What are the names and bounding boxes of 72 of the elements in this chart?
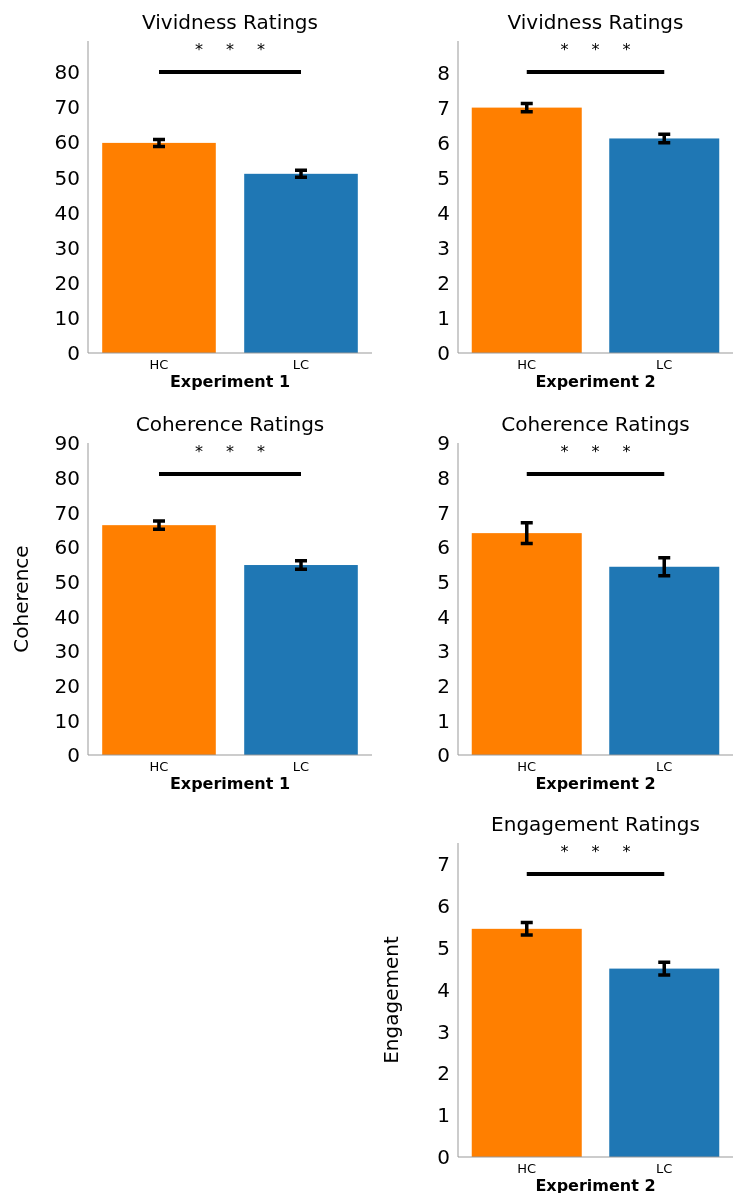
y-tick-label: 3 <box>437 1019 450 1044</box>
y-tick-label: 8 <box>437 465 450 490</box>
y-tick-label: 10 <box>54 306 80 331</box>
y-tick-label: 5 <box>437 935 450 960</box>
y-tick-label: 50 <box>54 569 80 594</box>
x-tick-label: HC <box>517 759 537 774</box>
x-tick-label: HC <box>149 759 169 774</box>
y-tick-label: 30 <box>54 639 80 664</box>
y-tick-label: 7 <box>437 95 450 120</box>
y-tick-label: 80 <box>54 60 80 85</box>
y-tick-label: 6 <box>437 894 450 918</box>
x-tick-label: HC <box>517 357 537 372</box>
annotation: * * * <box>560 442 631 461</box>
y-tick-label: 10 <box>54 708 80 733</box>
y-tick-label: 0 <box>437 341 450 366</box>
annotation: * * * <box>194 442 266 461</box>
y-tick-label: 2 <box>437 673 450 698</box>
x-axis-title: Experiment 1 <box>169 372 291 391</box>
y-tick-label: 1 <box>437 1103 450 1128</box>
x-axis-title: Experiment 1 <box>169 774 291 793</box>
x-tick-label: LC <box>656 1161 673 1176</box>
y-tick-label: 50 <box>54 165 80 190</box>
x-tick-label: HC <box>149 357 169 372</box>
y-axis-title: Engagement <box>379 936 403 1064</box>
y-tick-label: 70 <box>54 95 80 120</box>
x-tick-label: LC <box>656 759 673 774</box>
y-tick-label: 0 <box>437 1145 450 1170</box>
y-tick-label: 2 <box>437 271 450 296</box>
y-tick-label: 7 <box>437 852 450 877</box>
y-tick-label: 30 <box>54 235 80 260</box>
y-tick-label: 20 <box>54 673 80 698</box>
y-tick-label: 0 <box>437 743 450 768</box>
y-tick-label: 4 <box>437 200 450 225</box>
y-tick-label: 7 <box>437 500 450 525</box>
y-tick-label: 3 <box>437 236 450 261</box>
y-tick-label: 90 <box>54 431 80 456</box>
y-tick-label: 6 <box>437 130 450 155</box>
y-tick-label: 3 <box>437 639 450 664</box>
y-tick-label: 40 <box>54 200 80 225</box>
y-tick-label: 80 <box>54 465 80 490</box>
chart-title: Vividness Ratings <box>142 10 318 34</box>
x-axis-title: Experiment 2 <box>535 372 656 391</box>
annotation: * * * <box>560 40 631 59</box>
x-tick-label: LC <box>292 357 310 372</box>
y-tick-label: 5 <box>437 165 450 190</box>
y-tick-label: 5 <box>437 569 450 594</box>
y-tick-label: 1 <box>437 306 450 331</box>
y-tick-label: 60 <box>54 130 80 155</box>
annotation: * * * <box>194 40 266 59</box>
y-tick-label: 0 <box>67 743 80 768</box>
y-tick-label: 40 <box>54 604 80 629</box>
y-tick-label: 6 <box>437 535 450 560</box>
y-tick-label: 60 <box>54 535 80 560</box>
chart-title: Coherence Ratings <box>135 412 325 436</box>
annotation: * * * <box>560 842 631 861</box>
y-tick-label: 9 <box>437 431 450 456</box>
x-tick-label: HC <box>517 1161 537 1176</box>
x-axis-title: Experiment 2 <box>535 774 656 793</box>
y-tick-label: 0 <box>67 341 80 366</box>
y-tick-label: 4 <box>437 977 450 1002</box>
y-axis-title: Coherence <box>9 545 33 653</box>
y-tick-label: 70 <box>54 500 80 525</box>
chart-title: Coherence Ratings <box>501 412 690 436</box>
y-tick-label: 8 <box>437 60 450 85</box>
x-tick-label: LC <box>292 759 310 774</box>
y-tick-label: 1 <box>437 708 450 733</box>
y-tick-label: 2 <box>437 1061 450 1086</box>
chart-title: Vividness Ratings <box>507 10 684 34</box>
x-tick-label: LC <box>656 357 673 372</box>
y-tick-label: 4 <box>437 604 450 629</box>
chart-title: Engagement Ratings <box>491 812 700 836</box>
y-tick-label: 20 <box>54 270 80 295</box>
